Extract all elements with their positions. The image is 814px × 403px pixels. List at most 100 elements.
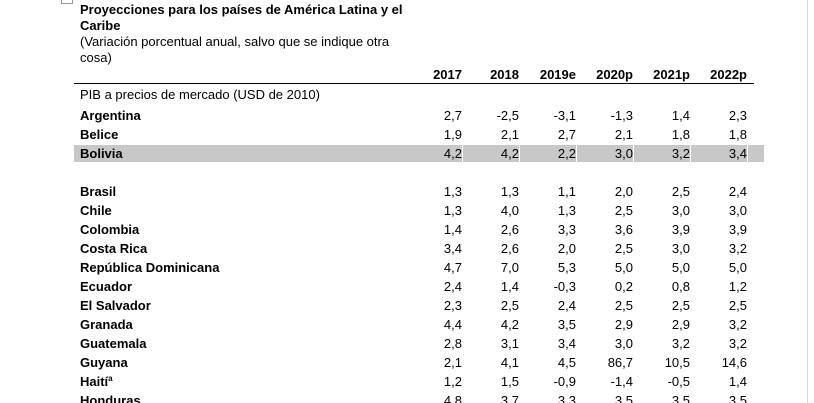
value-cell: 3,2 — [671, 336, 690, 351]
value-cell: 2,5 — [614, 298, 633, 313]
value-cell: 1,4 — [500, 279, 519, 294]
country-name: Guatemala — [80, 335, 146, 352]
table-title: Proyecciones para los países de América … — [80, 2, 403, 33]
value-cell: 3,5 — [728, 393, 747, 403]
value-cell: 2,3 — [443, 298, 462, 313]
value-cell: 2,5 — [728, 298, 747, 313]
value-cell: 4,4 — [443, 317, 462, 332]
value-cell: 1,1 — [557, 184, 576, 199]
section-label: PIB a precios de mercado (USD de 2010) — [80, 87, 320, 102]
value-cell: 1,4 — [671, 108, 690, 123]
country-name-text: Guyana — [80, 355, 128, 370]
value-cell: 1,3 — [557, 203, 576, 218]
value-cell: 3,0 — [728, 203, 747, 218]
table-row: Guatemala 2,8 3,1 3,4 3,0 3,2 3,2 — [74, 335, 764, 352]
country-name: Ecuador — [80, 278, 132, 295]
header-divider — [74, 83, 754, 84]
table-row: República Dominicana 4,7 7,0 5,3 5,0 5,0 5,0 — [74, 259, 764, 276]
value-cell: 3,4 — [693, 145, 748, 162]
value-cell: 5,0 — [671, 260, 690, 275]
country-name: República Dominicana — [80, 259, 219, 276]
value-cell: 3,9 — [671, 222, 690, 237]
value-cell: 2,9 — [671, 317, 690, 332]
value-cell: 5,0 — [728, 260, 747, 275]
country-name: Bolivia — [80, 145, 123, 162]
value-cell: 2,4 — [557, 298, 576, 313]
table-row: Argentina 2,7 -2,5 -3,1 -1,3 1,4 2,3 — [74, 107, 764, 124]
value-cell: 2,5 — [671, 298, 690, 313]
country-name: Haitía — [80, 373, 113, 390]
country-name-text: Guatemala — [80, 336, 147, 351]
country-name-text: Ecuador — [80, 279, 133, 294]
value-cell: 4,5 — [557, 355, 576, 370]
country-name-text: Brasil — [80, 184, 117, 199]
value-cell: 1,5 — [500, 374, 519, 389]
value-cell: 4,2 — [500, 317, 519, 332]
country-name-text: El Salvador — [80, 298, 151, 313]
value-cell: 2,1 — [614, 127, 633, 142]
country-name-text: Honduras — [80, 393, 141, 403]
value-cell: 5,3 — [557, 260, 576, 275]
value-cell: 3,4 — [443, 241, 462, 256]
value-cell: 3,5 — [614, 393, 633, 403]
value-cell: 10,5 — [664, 355, 690, 370]
country-name: Argentina — [80, 107, 141, 124]
value-cell: 4,7 — [443, 260, 462, 275]
value-cell: -0,9 — [553, 374, 576, 389]
table-row: Belice 1,9 2,1 2,7 2,1 1,8 1,8 — [74, 126, 764, 143]
value-cell: 3,6 — [614, 222, 633, 237]
value-cell: 4,8 — [443, 393, 462, 403]
country-name: Belice — [80, 126, 118, 143]
table-subtitle: (Variación porcentual anual, salvo que s… — [80, 34, 390, 65]
value-cell: 2,0 — [614, 184, 633, 199]
value-cell: -0,5 — [667, 374, 690, 389]
value-cell: -1,3 — [610, 108, 633, 123]
footnote-marker: a — [108, 374, 113, 383]
country-name: Guyana — [80, 354, 128, 371]
value-cell: 1,3 — [443, 203, 462, 218]
value-cell: 2,5 — [614, 241, 633, 256]
value-cell: 4,2 — [465, 145, 520, 162]
corner-marker — [61, 0, 73, 4]
value-cell: 2,3 — [728, 108, 747, 123]
table-row: Honduras 4,8 3,7 3,3 3,5 3,5 3,5 — [74, 392, 764, 403]
value-cell: 2,2 — [522, 145, 577, 162]
table-row: El Salvador 2,3 2,5 2,4 2,5 2,5 2,5 — [74, 297, 764, 314]
table-row: Colombia 1,4 2,6 3,3 3,6 3,9 3,9 — [74, 221, 764, 238]
value-cell: 86,7 — [607, 355, 633, 370]
table-row: Haitía 1,2 1,5 -0,9 -1,4 -0,5 1,4 — [74, 373, 764, 390]
value-cell: 2,5 — [614, 203, 633, 218]
country-name: Granada — [80, 316, 133, 333]
value-cell: 4,2 — [408, 145, 463, 162]
value-cell: 3,0 — [671, 241, 690, 256]
country-name: Chile — [80, 202, 112, 219]
value-cell: 3,0 — [671, 203, 690, 218]
value-cell: 2,6 — [500, 241, 519, 256]
value-cell: 1,8 — [671, 127, 690, 142]
country-name: El Salvador — [80, 297, 151, 314]
table-row: Brasil 1,3 1,3 1,1 2,0 2,5 2,4 — [74, 183, 764, 200]
value-cell: 1,3 — [443, 184, 462, 199]
value-cell: 2,1 — [500, 127, 519, 142]
value-cell: 4,0 — [500, 203, 519, 218]
value-cell: 3,1 — [500, 336, 519, 351]
country-name-text: Argentina — [80, 108, 141, 123]
value-cell: 2,8 — [443, 336, 462, 351]
table-row: Bolivia 4,2 4,2 2,2 3,0 3,2 3,4 — [74, 145, 764, 162]
value-cell: 2,0 — [557, 241, 576, 256]
value-cell: 0,2 — [614, 279, 633, 294]
value-cell: 3,2 — [728, 317, 747, 332]
value-cell: 1,4 — [443, 222, 462, 237]
value-cell: 3,0 — [614, 336, 633, 351]
right-border-line — [807, 0, 808, 403]
column-header-2022p: 2022p — [710, 67, 747, 82]
column-header-2017: 2017 — [433, 67, 462, 82]
value-cell: 3,5 — [671, 393, 690, 403]
column-header-2018: 2018 — [490, 67, 519, 82]
value-cell: 3,9 — [728, 222, 747, 237]
table-row: Ecuador 2,4 1,4 -0,3 0,2 0,8 1,2 — [74, 278, 764, 295]
country-name-text: Bolivia — [80, 146, 123, 161]
country-name-text: República Dominicana — [80, 260, 220, 275]
value-cell: 3,3 — [557, 393, 576, 403]
column-header-2021p: 2021p — [653, 67, 690, 82]
